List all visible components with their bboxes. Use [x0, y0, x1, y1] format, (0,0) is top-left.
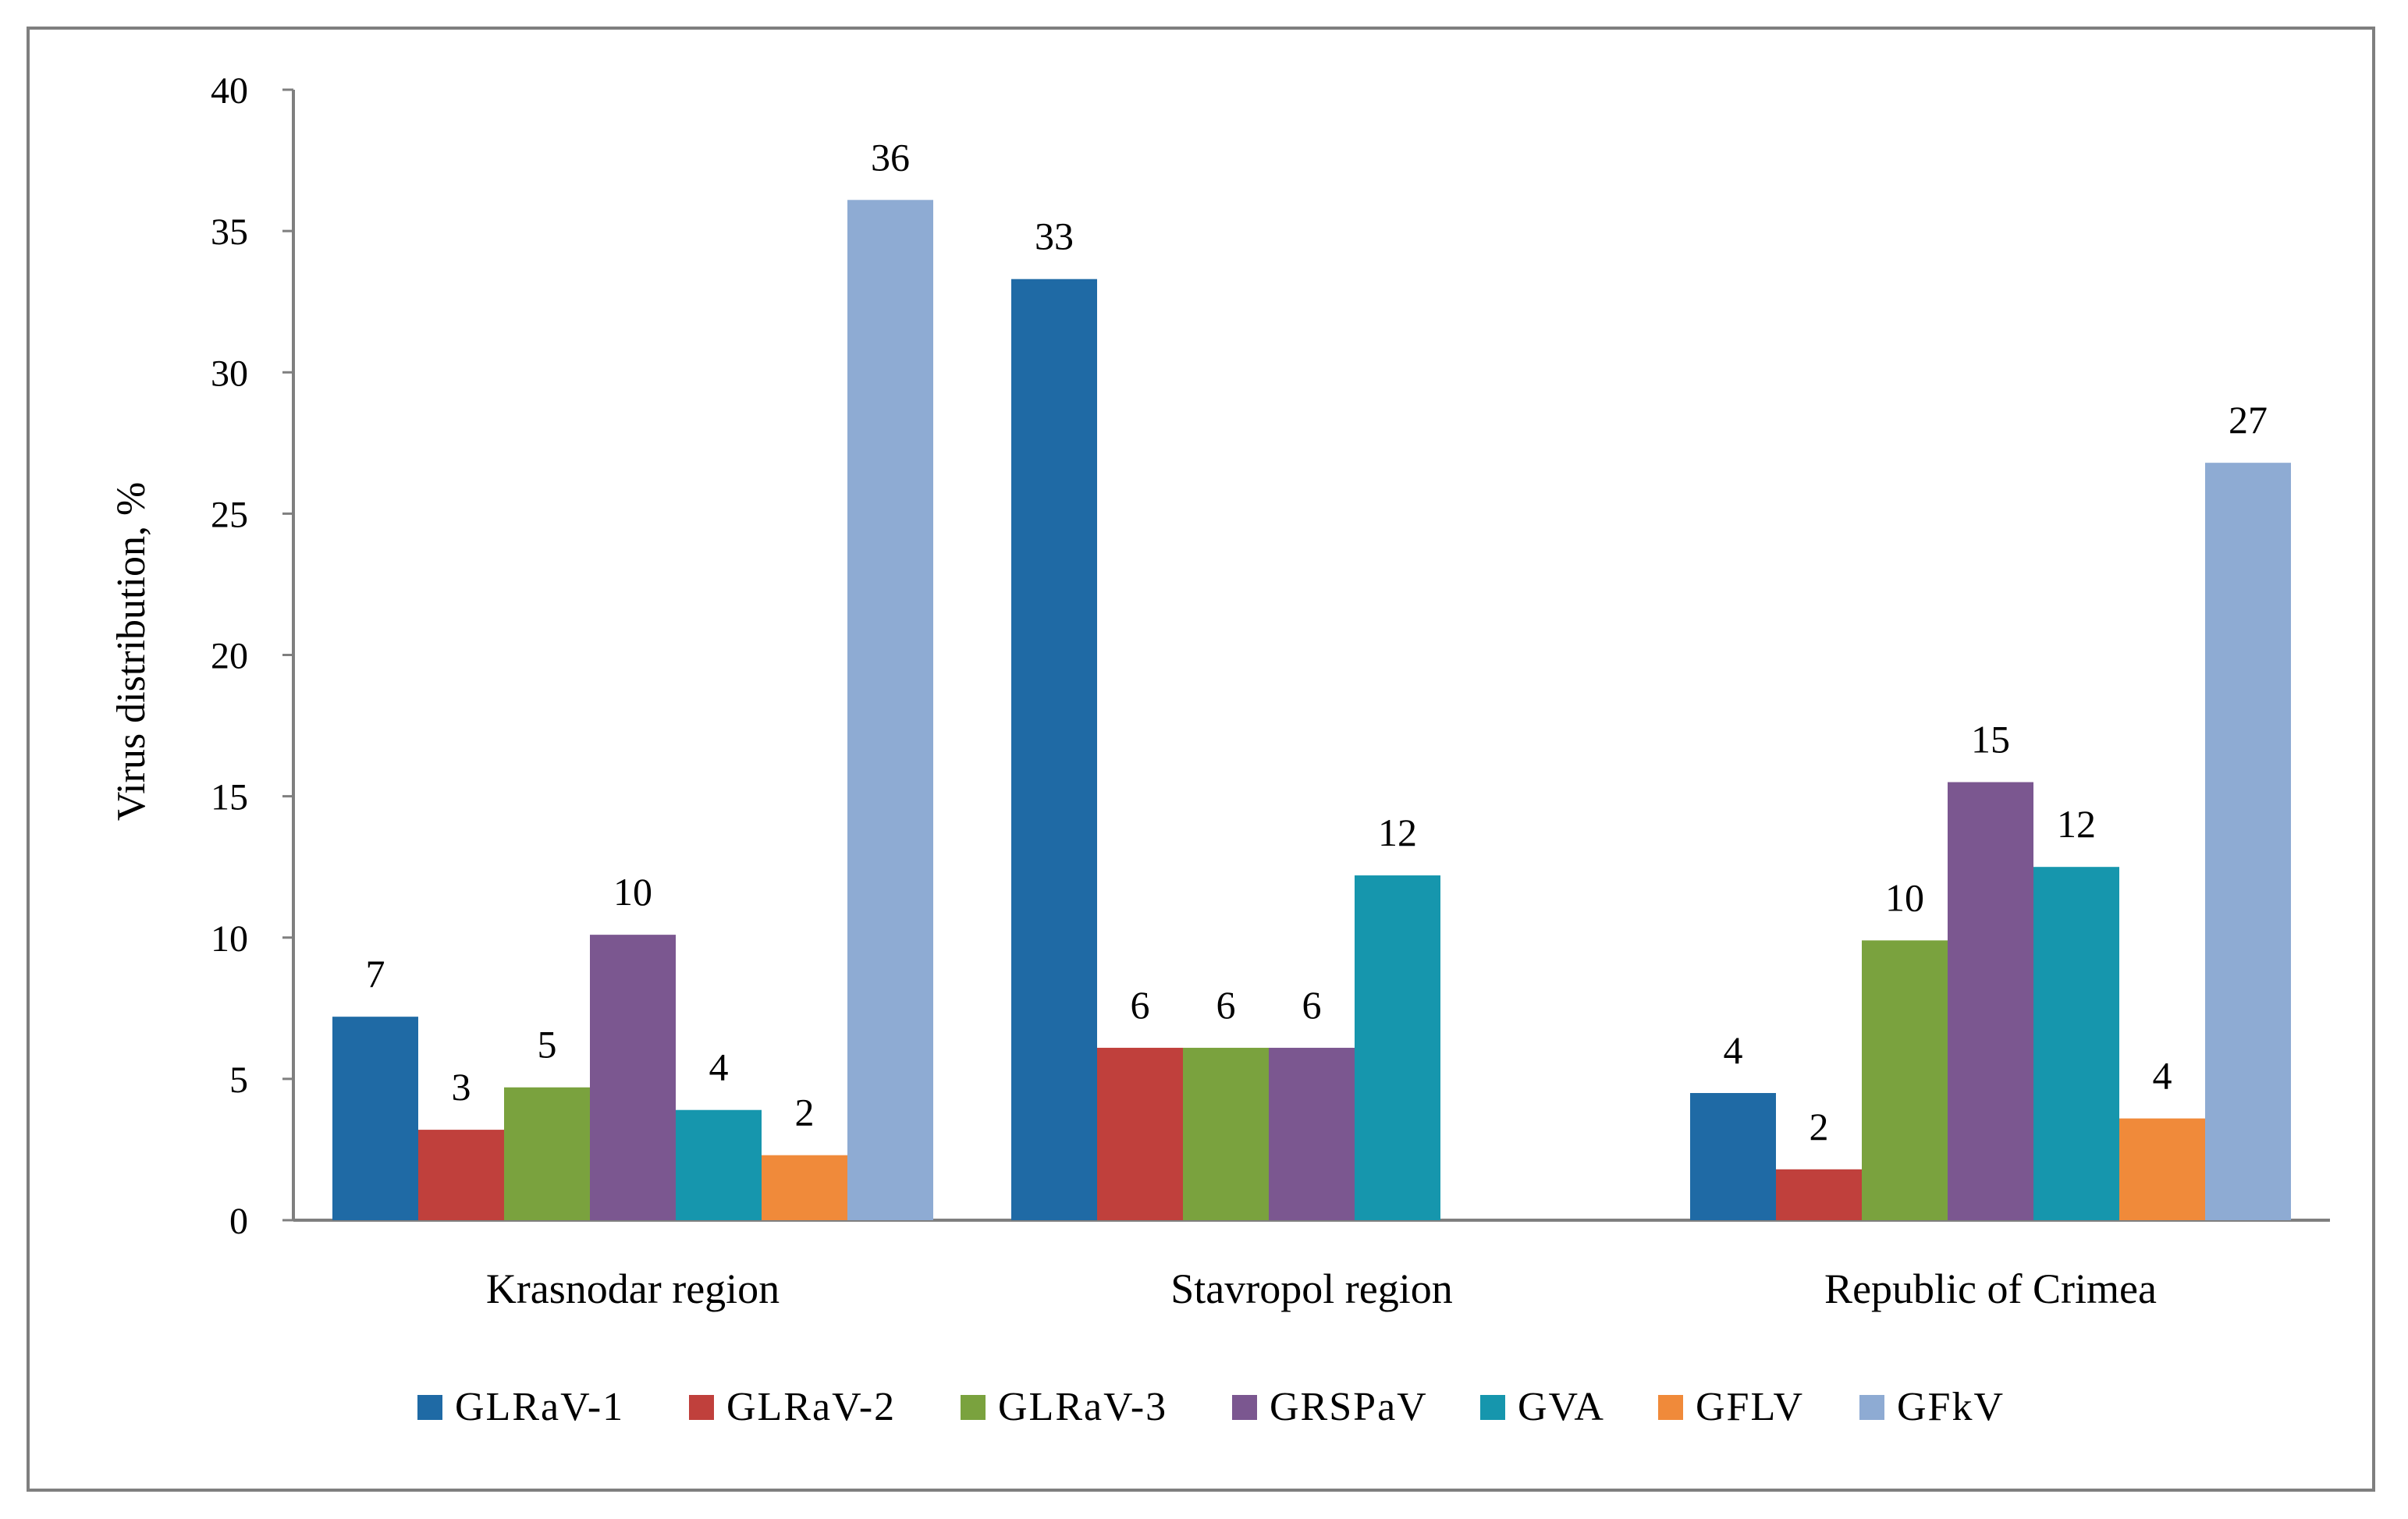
y-tick-label: 35 [211, 211, 248, 253]
data-label: 6 [1131, 983, 1150, 1027]
legend-label: GVA [1518, 1385, 1605, 1429]
data-label: 2 [1810, 1105, 1829, 1148]
x-axis-labels: Krasnodar region Stavropol region Republic… [486, 1265, 2157, 1312]
legend-label: GLRaV-2 [726, 1385, 896, 1429]
data-label: 12 [2057, 802, 2096, 846]
bar [418, 1130, 504, 1220]
data-label: 10 [1885, 875, 1924, 919]
data-label: 6 [1302, 983, 1322, 1027]
chart-bars [332, 200, 2291, 1221]
data-label: 3 [452, 1065, 471, 1109]
y-tick-label: 25 [211, 494, 248, 535]
legend-swatch [1480, 1395, 1505, 1420]
y-tick-label: 5 [229, 1059, 248, 1101]
legend-label: GFLV [1696, 1385, 1804, 1429]
bar [1011, 279, 1097, 1220]
data-label: 4 [1724, 1028, 1743, 1072]
legend-swatch [1658, 1395, 1683, 1420]
data-label: 27 [2229, 398, 2268, 442]
legend-swatch [689, 1395, 714, 1420]
bar [2119, 1118, 2205, 1220]
x-category-label: Stavropol region [1170, 1265, 1452, 1312]
x-category-label: Krasnodar region [486, 1265, 780, 1312]
legend-label: GLRaV-3 [998, 1385, 1167, 1429]
bar [1097, 1048, 1183, 1220]
legend-swatch [1232, 1395, 1257, 1420]
legend: GLRaV-1 GLRaV-2 GLRaV-3 GRSPaV GVA GFLV GFkV [417, 1385, 2005, 1429]
legend-label: GFkV [1897, 1385, 2005, 1429]
data-label: 33 [1035, 215, 1074, 258]
data-label: 7 [366, 952, 385, 996]
data-label: 4 [709, 1045, 729, 1089]
bar [1183, 1048, 1269, 1220]
bar [1269, 1048, 1355, 1220]
data-label: 15 [1971, 718, 2010, 761]
y-tick-label: 30 [211, 353, 248, 394]
chart-frame [27, 27, 2375, 1492]
y-tick-label: 20 [211, 636, 248, 677]
legend-label: GLRaV-1 [455, 1385, 624, 1429]
y-axis-tick-labels: 0 5 10 15 20 25 30 35 40 [211, 70, 248, 1242]
y-tick-label: 10 [211, 918, 248, 960]
data-label: 4 [2153, 1054, 2172, 1098]
bar [2033, 867, 2119, 1220]
bar [1948, 782, 2033, 1220]
bar [1862, 940, 1948, 1220]
data-label: 36 [871, 135, 910, 179]
data-label: 2 [795, 1091, 815, 1134]
legend-swatch [1859, 1395, 1884, 1420]
bar [1776, 1169, 1862, 1220]
x-category-label: Republic of Crimea [1824, 1265, 2157, 1312]
data-label: 5 [538, 1023, 557, 1066]
y-tick-label: 40 [211, 70, 248, 112]
y-tick-label: 0 [229, 1201, 248, 1242]
y-axis-title: Virus distribution, % [109, 482, 154, 822]
legend-swatch [961, 1395, 986, 1420]
bar [1690, 1092, 1776, 1220]
bar [2205, 463, 2291, 1220]
bar [332, 1017, 418, 1220]
bar [1355, 875, 1440, 1220]
legend-swatch [417, 1395, 442, 1420]
bar [504, 1087, 590, 1220]
y-tick-label: 15 [211, 777, 248, 818]
bar [676, 1109, 762, 1220]
value-labels: 7 3 5 10 4 2 36 33 6 6 6 12 4 2 10 15 12 4 27 [366, 135, 2268, 1148]
bar [762, 1155, 847, 1220]
legend-label: GRSPaV [1270, 1385, 1428, 1429]
data-label: 6 [1216, 983, 1236, 1027]
bar [847, 200, 933, 1221]
data-label: 10 [613, 870, 652, 914]
data-label: 12 [1378, 811, 1417, 854]
bar [590, 935, 676, 1220]
